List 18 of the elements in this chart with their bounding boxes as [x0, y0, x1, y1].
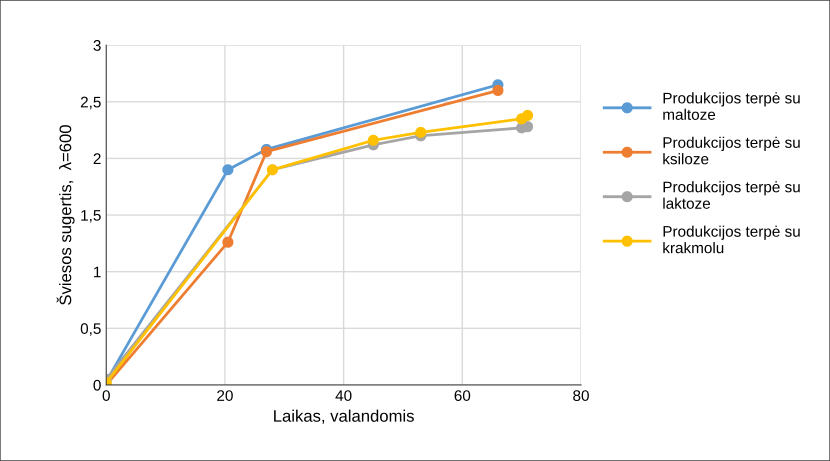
legend-label: Produkcijos terpė su ksiloze — [663, 136, 800, 164]
legend-label: Produkcijos terpė su maltoze — [663, 92, 800, 120]
y-tick-label: 0 — [93, 380, 101, 391]
y-tick-label: 2,5 — [80, 96, 101, 110]
y-tick-label: 2 — [94, 153, 101, 164]
x-tick-label: 60 — [454, 390, 470, 402]
x-tick-label: 80 — [573, 390, 589, 402]
legend-label: Produkcijos terpė su laktoze — [663, 181, 800, 209]
legend-label: Produkcijos terpė su krakmolu — [663, 226, 800, 254]
x-tick-label: 20 — [217, 390, 233, 402]
x-axis-title: Laikas, valandomis — [274, 410, 414, 424]
x-tick-label: 0 — [102, 390, 110, 402]
y-tick-label: 1,5 — [81, 210, 101, 223]
y-axis-title: Šviesos sugertis, λ=600 — [56, 125, 75, 305]
y-tick-label: 3 — [93, 40, 101, 51]
y-tick-label: 1 — [94, 266, 101, 278]
y-tick-label: 0,5 — [80, 323, 101, 336]
x-tick-label: 40 — [335, 390, 352, 402]
